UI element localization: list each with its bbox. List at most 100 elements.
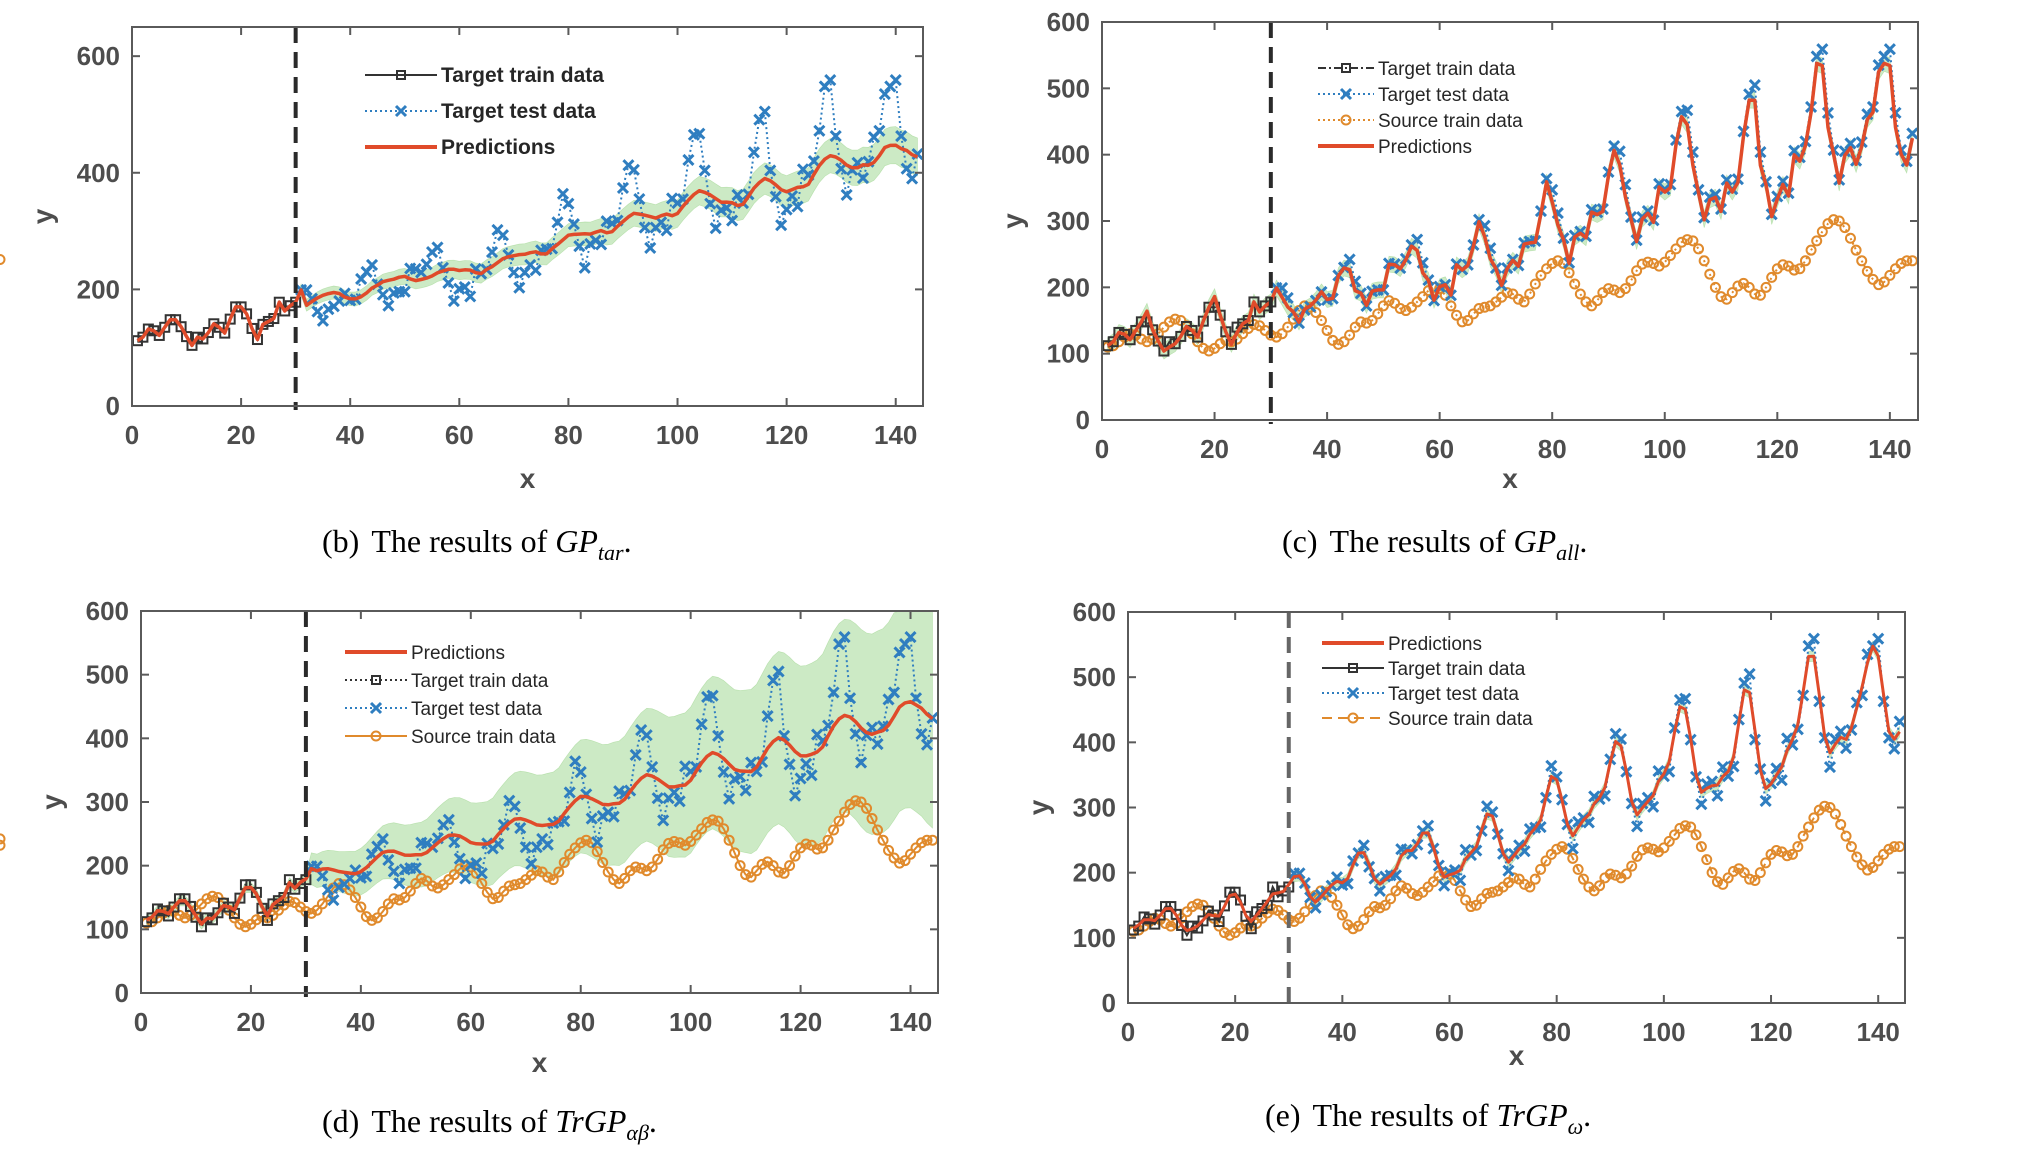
source-train-point xyxy=(1676,236,1688,248)
target-test-point xyxy=(633,192,646,206)
source-train-point xyxy=(668,835,680,847)
source-train-point xyxy=(822,834,834,846)
source-train-point xyxy=(1873,279,1885,291)
source-train-point xyxy=(712,815,724,827)
target-test-point xyxy=(415,266,428,279)
target-test-point xyxy=(1631,820,1644,833)
source-train-point xyxy=(1282,321,1294,333)
source-train-point xyxy=(718,823,730,835)
source-train-point xyxy=(1693,243,1705,255)
source-train-point xyxy=(1158,321,1170,333)
caption-subscript: tar xyxy=(598,540,624,565)
source-train-point xyxy=(1721,293,1733,305)
source-train-point xyxy=(1669,829,1681,841)
target-test-point xyxy=(1641,791,1654,804)
target-train-point xyxy=(1218,900,1230,912)
target-test-point xyxy=(514,822,527,835)
legend-marker-circle xyxy=(370,730,382,742)
source-train-point xyxy=(509,879,521,891)
target-test-point xyxy=(453,852,466,865)
target-test-point xyxy=(739,784,752,797)
target-test-point xyxy=(838,631,851,644)
x-tick-label: 0 xyxy=(1095,434,1109,464)
source-train-point xyxy=(1602,283,1614,295)
target-test-point xyxy=(616,181,630,194)
source-train-point xyxy=(1476,893,1488,905)
source-train-point xyxy=(1519,878,1531,890)
source-train-point xyxy=(1687,235,1699,247)
legend-label: Predictions xyxy=(411,643,505,664)
source-train-point xyxy=(1481,888,1493,900)
source-train-point xyxy=(1604,868,1616,880)
target-test-point xyxy=(316,869,329,882)
source-train-point xyxy=(1563,267,1575,279)
caption-subscript: ω xyxy=(1568,1114,1584,1139)
target-test-point xyxy=(761,709,774,723)
source-train-point xyxy=(1845,841,1857,853)
target-test-point xyxy=(464,290,477,303)
target-test-point xyxy=(712,729,725,742)
source-train-point xyxy=(1186,901,1198,913)
source-train-point xyxy=(663,837,675,849)
target-test-point xyxy=(519,841,532,854)
source-train-point xyxy=(883,844,895,856)
confidence-band xyxy=(137,126,918,348)
source-train-point xyxy=(1744,873,1756,885)
source-train-point xyxy=(1711,876,1723,888)
target-test-point xyxy=(563,786,576,799)
target-test-point xyxy=(904,631,917,644)
chart-panel-e: 0 20 40 60 80 100 120 1400100200300400500600xyP… xyxy=(0,597,1906,1139)
target-test-point xyxy=(1872,632,1885,645)
source-train-point xyxy=(234,918,246,930)
source-train-point xyxy=(1535,863,1547,875)
target-test-point xyxy=(920,738,934,751)
legend-label: Predictions xyxy=(1388,634,1482,655)
source-train-point xyxy=(355,901,367,913)
y-axis-label: y xyxy=(1023,799,1054,815)
source-train-point xyxy=(1685,821,1697,833)
target-test-point xyxy=(772,665,785,678)
x-tick-label: 60 xyxy=(445,420,474,450)
target-test-point xyxy=(1454,874,1467,887)
y-tick-label: 400 xyxy=(1073,727,1116,757)
source-train-point xyxy=(690,829,702,841)
confidence-band xyxy=(146,610,933,930)
target-test-point xyxy=(865,721,879,734)
source-train-point xyxy=(1749,288,1761,300)
target-test-point xyxy=(1807,632,1820,645)
y-tick-label: 200 xyxy=(77,274,120,304)
target-test-point xyxy=(448,836,461,849)
source-train-point xyxy=(1326,891,1338,903)
source-train-point xyxy=(1770,845,1782,857)
y-tick-label: 600 xyxy=(1073,597,1116,627)
legend-label: Target train data xyxy=(1378,59,1516,80)
source-train-point xyxy=(1535,269,1547,281)
legend-marker-circle xyxy=(1340,114,1352,126)
source-train-point xyxy=(1883,843,1895,855)
target-test-point xyxy=(753,113,766,126)
source-train-point xyxy=(1835,818,1847,830)
target-test-point xyxy=(607,810,620,823)
y-tick-label: 300 xyxy=(1047,206,1090,236)
source-train-point xyxy=(1486,886,1498,898)
confidence-band xyxy=(1133,640,1900,933)
source-train-point xyxy=(877,834,889,846)
source-train-point xyxy=(1626,860,1638,872)
target-test-point xyxy=(1829,733,1842,746)
target-test-point xyxy=(906,172,919,185)
source-train-point xyxy=(1540,855,1552,867)
source-train-point xyxy=(1839,222,1851,234)
source-train-point xyxy=(1717,878,1729,890)
source-train-point xyxy=(1631,850,1643,862)
target-test-point xyxy=(398,285,411,298)
target-test-point xyxy=(706,689,719,702)
source-train-point xyxy=(0,839,6,851)
x-tick-label: 0 xyxy=(125,420,139,450)
source-train-point xyxy=(1577,873,1589,885)
target-test-point xyxy=(387,865,400,878)
source-train-point xyxy=(1406,888,1418,900)
source-train-point xyxy=(564,848,576,860)
source-train-point xyxy=(531,865,543,877)
source-train-point xyxy=(591,846,603,858)
source-train-point xyxy=(1552,255,1564,267)
